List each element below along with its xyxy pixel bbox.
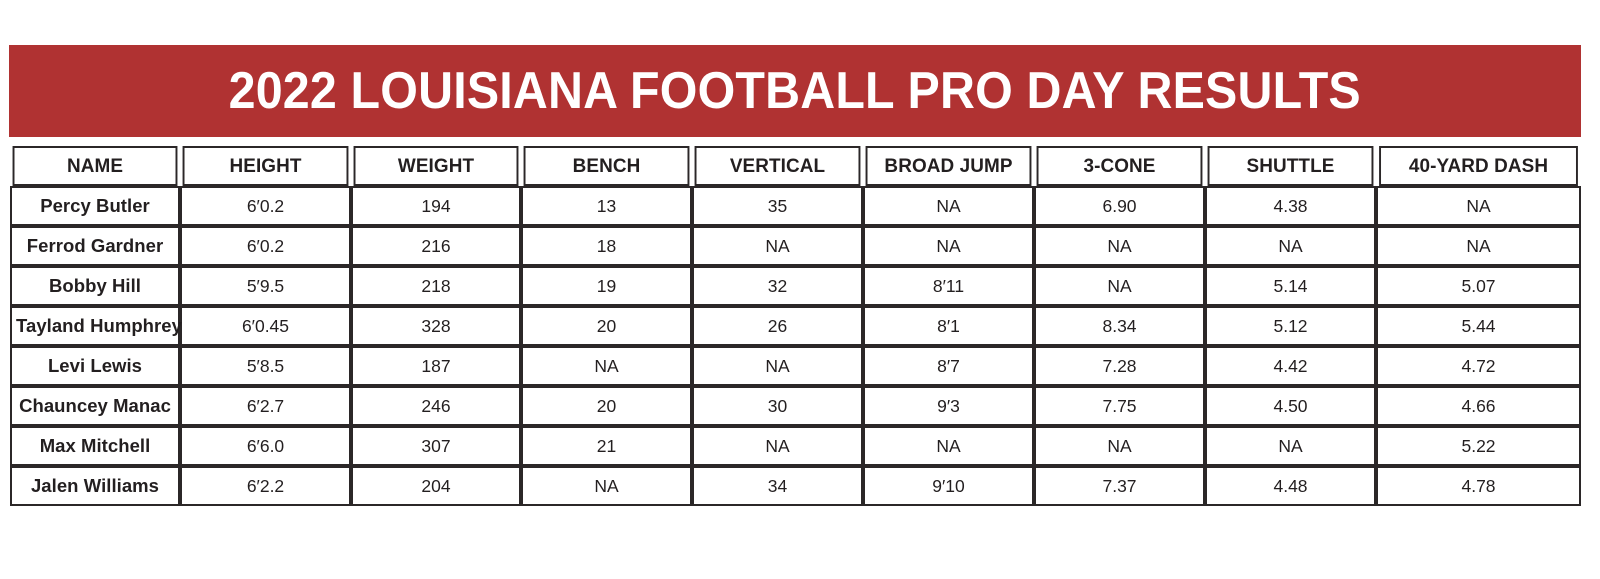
cell-3-cone: 8.34 <box>1034 306 1205 346</box>
cell-3-cone: 7.28 <box>1034 346 1205 386</box>
cell-vertical: 30 <box>692 386 863 426</box>
cell-vertical: 34 <box>692 466 863 506</box>
cell-40-yard-dash: 4.72 <box>1376 346 1581 386</box>
cell-height: 5′8.5 <box>180 346 351 386</box>
cell-shuttle: NA <box>1205 426 1376 466</box>
cell-broad-jump: 9′3 <box>863 386 1034 426</box>
page-title: 2022 LOUISIANA FOOTBALL PRO DAY RESULTS <box>228 62 1362 120</box>
column-header-40-yard-dash: 40-YARD DASH <box>1379 146 1578 186</box>
column-header-3-cone: 3-CONE <box>1036 146 1203 186</box>
column-header-vertical: VERTICAL <box>694 146 861 186</box>
results-table-container: NAME HEIGHT WEIGHT BENCH VERTICAL BROAD … <box>10 146 1581 506</box>
cell-40-yard-dash: 5.44 <box>1376 306 1581 346</box>
cell-weight: 216 <box>351 226 521 266</box>
table-header-row: NAME HEIGHT WEIGHT BENCH VERTICAL BROAD … <box>10 146 1581 186</box>
cell-vertical: NA <box>692 346 863 386</box>
cell-40-yard-dash: NA <box>1376 226 1581 266</box>
cell-shuttle: 4.42 <box>1205 346 1376 386</box>
table-row: Tayland Humphrey 6′0.45 328 20 26 8′1 8.… <box>10 306 1581 346</box>
table-body: Percy Butler 6′0.2 194 13 35 NA 6.90 4.3… <box>10 186 1581 506</box>
cell-height: 6′2.2 <box>180 466 351 506</box>
column-header-bench: BENCH <box>523 146 690 186</box>
cell-weight: 328 <box>351 306 521 346</box>
cell-shuttle: NA <box>1205 226 1376 266</box>
cell-bench: 21 <box>521 426 692 466</box>
cell-height: 6′0.2 <box>180 186 351 226</box>
cell-bench: 18 <box>521 226 692 266</box>
cell-broad-jump: 9′10 <box>863 466 1034 506</box>
cell-weight: 187 <box>351 346 521 386</box>
cell-name: Jalen Williams <box>10 466 180 506</box>
cell-bench: 19 <box>521 266 692 306</box>
table-row: Percy Butler 6′0.2 194 13 35 NA 6.90 4.3… <box>10 186 1581 226</box>
cell-3-cone: 6.90 <box>1034 186 1205 226</box>
column-header-name: NAME <box>12 146 178 186</box>
table-row: Max Mitchell 6′6.0 307 21 NA NA NA NA 5.… <box>10 426 1581 466</box>
cell-40-yard-dash: NA <box>1376 186 1581 226</box>
column-header-height: HEIGHT <box>182 146 349 186</box>
cell-name: Levi Lewis <box>10 346 180 386</box>
cell-shuttle: 4.48 <box>1205 466 1376 506</box>
cell-name: Ferrod Gardner <box>10 226 180 266</box>
cell-3-cone: NA <box>1034 266 1205 306</box>
cell-broad-jump: 8′7 <box>863 346 1034 386</box>
cell-40-yard-dash: 4.78 <box>1376 466 1581 506</box>
pro-day-results-table: NAME HEIGHT WEIGHT BENCH VERTICAL BROAD … <box>10 146 1581 506</box>
cell-shuttle: 5.14 <box>1205 266 1376 306</box>
table-row: Levi Lewis 5′8.5 187 NA NA 8′7 7.28 4.42… <box>10 346 1581 386</box>
cell-shuttle: 4.38 <box>1205 186 1376 226</box>
cell-bench: 20 <box>521 306 692 346</box>
cell-name: Chauncey Manac <box>10 386 180 426</box>
cell-vertical: 26 <box>692 306 863 346</box>
table-row: Chauncey Manac 6′2.7 246 20 30 9′3 7.75 … <box>10 386 1581 426</box>
cell-3-cone: 7.37 <box>1034 466 1205 506</box>
cell-40-yard-dash: 5.22 <box>1376 426 1581 466</box>
cell-bench: NA <box>521 466 692 506</box>
cell-bench: NA <box>521 346 692 386</box>
cell-vertical: NA <box>692 426 863 466</box>
cell-shuttle: 5.12 <box>1205 306 1376 346</box>
cell-3-cone: NA <box>1034 426 1205 466</box>
cell-name: Max Mitchell <box>10 426 180 466</box>
cell-name: Tayland Humphrey <box>10 306 182 346</box>
cell-bench: 13 <box>521 186 692 226</box>
cell-broad-jump: NA <box>863 426 1034 466</box>
cell-3-cone: NA <box>1034 226 1205 266</box>
cell-weight: 194 <box>351 186 521 226</box>
cell-weight: 218 <box>351 266 521 306</box>
cell-vertical: NA <box>692 226 863 266</box>
cell-shuttle: 4.50 <box>1205 386 1376 426</box>
cell-height: 6′0.2 <box>180 226 351 266</box>
cell-broad-jump: 8′11 <box>863 266 1034 306</box>
column-header-broad-jump: BROAD JUMP <box>865 146 1032 186</box>
cell-vertical: 35 <box>692 186 863 226</box>
cell-bench: 20 <box>521 386 692 426</box>
cell-height: 5′9.5 <box>180 266 351 306</box>
cell-vertical: 32 <box>692 266 863 306</box>
cell-3-cone: 7.75 <box>1034 386 1205 426</box>
cell-weight: 204 <box>351 466 521 506</box>
column-header-weight: WEIGHT <box>353 146 519 186</box>
cell-broad-jump: 8′1 <box>863 306 1034 346</box>
cell-broad-jump: NA <box>863 186 1034 226</box>
cell-height: 6′0.45 <box>180 306 351 346</box>
cell-weight: 307 <box>351 426 521 466</box>
cell-height: 6′6.0 <box>180 426 351 466</box>
cell-height: 6′2.7 <box>180 386 351 426</box>
cell-40-yard-dash: 4.66 <box>1376 386 1581 426</box>
cell-40-yard-dash: 5.07 <box>1376 266 1581 306</box>
title-banner: 2022 LOUISIANA FOOTBALL PRO DAY RESULTS <box>9 45 1581 137</box>
cell-name: Percy Butler <box>10 186 180 226</box>
table-row: Ferrod Gardner 6′0.2 216 18 NA NA NA NA … <box>10 226 1581 266</box>
table-row: Bobby Hill 5′9.5 218 19 32 8′11 NA 5.14 … <box>10 266 1581 306</box>
table-header: NAME HEIGHT WEIGHT BENCH VERTICAL BROAD … <box>10 146 1581 186</box>
column-header-shuttle: SHUTTLE <box>1207 146 1374 186</box>
table-row: Jalen Williams 6′2.2 204 NA 34 9′10 7.37… <box>10 466 1581 506</box>
cell-broad-jump: NA <box>863 226 1034 266</box>
cell-weight: 246 <box>351 386 521 426</box>
cell-name: Bobby Hill <box>10 266 180 306</box>
